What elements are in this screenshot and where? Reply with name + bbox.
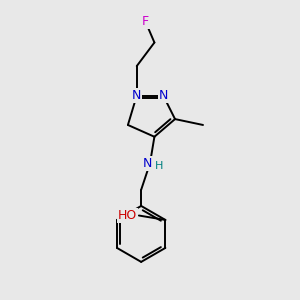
Text: N: N [142,157,152,170]
Text: HO: HO [118,209,137,222]
Text: H: H [155,161,164,171]
Text: N: N [132,89,141,102]
Text: F: F [142,15,149,28]
Text: N: N [159,89,168,102]
